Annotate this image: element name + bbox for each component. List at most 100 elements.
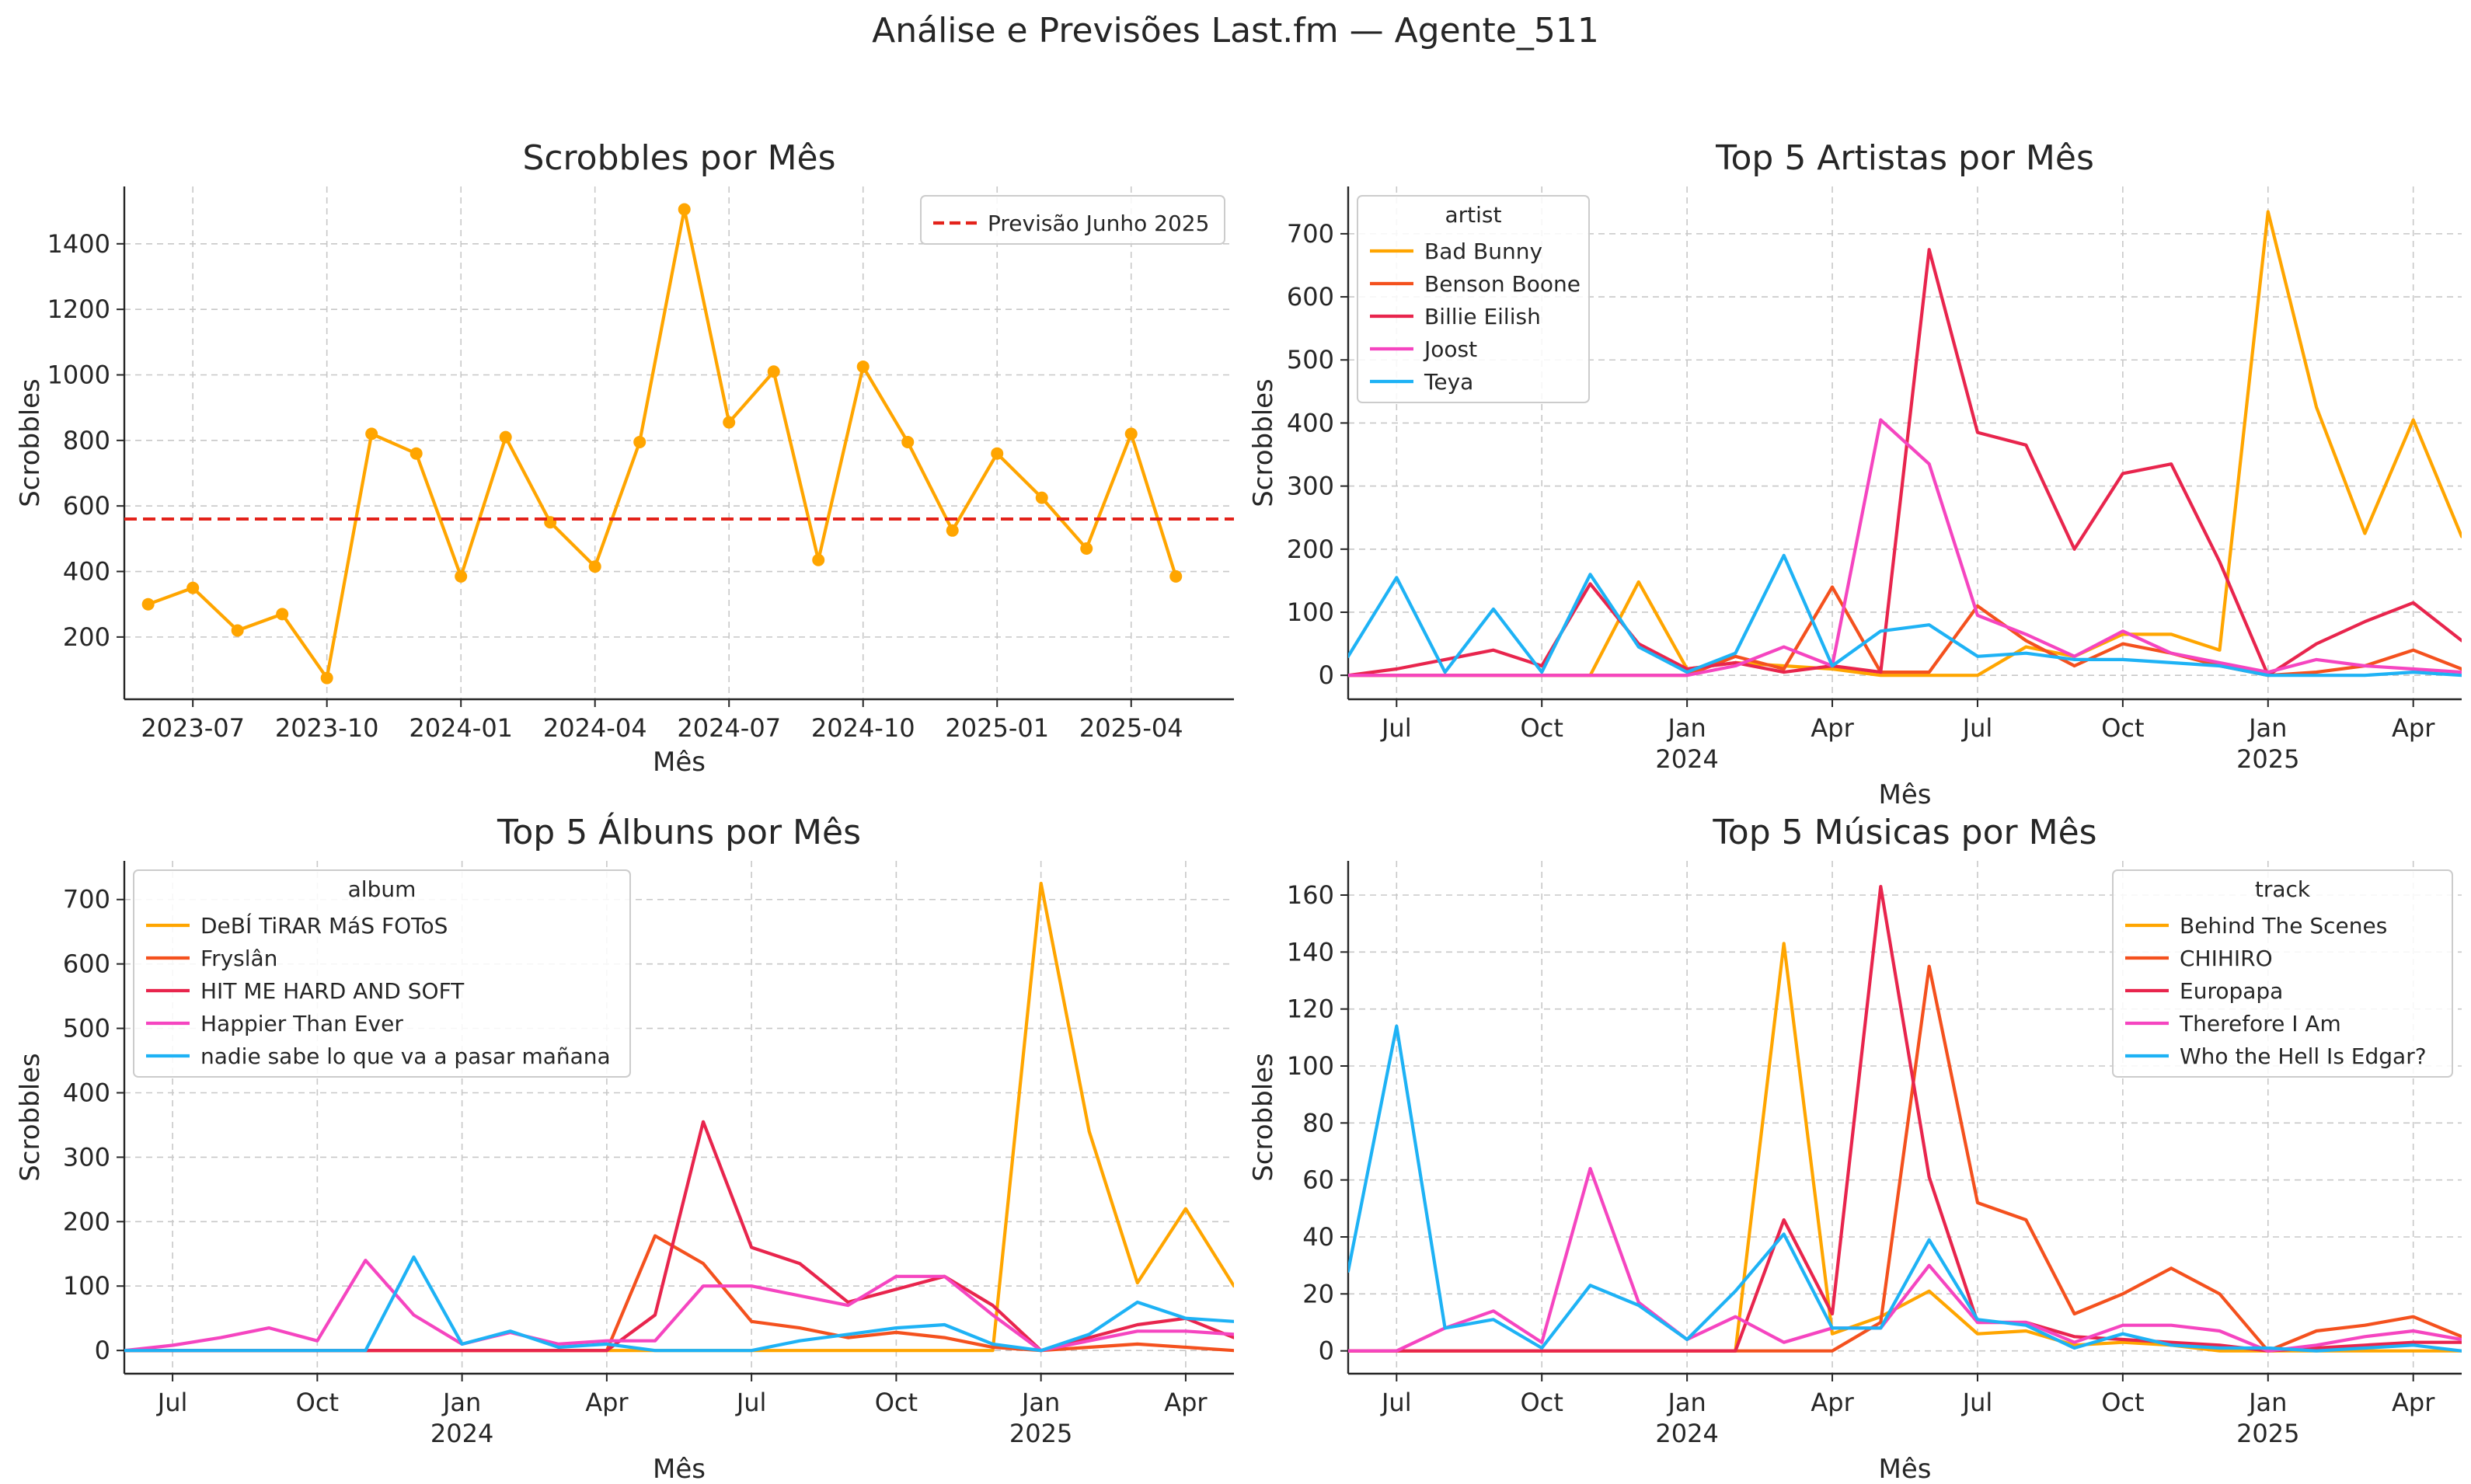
y-tick-label: 500: [63, 1014, 110, 1043]
legend: Previsão Junho 2025: [920, 195, 1225, 245]
y-tick-label: 160: [1287, 880, 1334, 910]
chart-title: Top 5 Álbuns por Mês: [497, 811, 861, 852]
y-tick-label: 80: [1302, 1108, 1334, 1137]
legend-frame: [133, 869, 631, 1078]
legend-entry-bad-bunny: Bad Bunny: [1424, 239, 1542, 264]
x-tick-label: Jul: [1380, 1388, 1412, 1417]
x-tick-label: Jan: [1666, 713, 1706, 743]
legend: artist Bad Bunny Benson Boone Billie Eilish…: [1357, 195, 1590, 403]
legend-entry-billie-eilish: Billie Eilish: [1424, 304, 1541, 329]
data-point: [767, 365, 780, 378]
legend-entry-debi-tirar-mas-fotos: DeBÍ TiRAR MáS FOToS: [200, 912, 448, 939]
series-line-joost: [1348, 418, 2462, 678]
x-tick-year-label: 2024: [430, 1419, 493, 1448]
data-point: [320, 671, 333, 685]
legend-entry-behind-the-scenes: Behind The Scenes: [2180, 913, 2387, 939]
x-axis-label: Mês: [653, 1454, 706, 1484]
legend-frame: [920, 195, 1225, 245]
top-albums-chart: Top 5 Álbuns por Mês 0 100 200 300 400 500 600 7…: [15, 811, 1234, 1484]
y-tick-label: 1200: [47, 294, 110, 324]
y-tick-label: 400: [63, 1078, 110, 1107]
y-axis-label: Scrobbles: [15, 378, 46, 507]
legend-frame: [1357, 195, 1590, 403]
data-point: [946, 524, 959, 537]
data-point: [588, 560, 601, 573]
scrobbles-per-month-chart: Scrobbles por Mês 200 400 600 800 1000 1200 140…: [15, 138, 1234, 778]
data-point: [723, 416, 736, 429]
x-axis-label: Mês: [1879, 779, 1932, 810]
y-tick-label: 600: [63, 491, 110, 521]
x-tick-label: Jan: [1020, 1388, 1060, 1417]
x-tick-label: 2025-01: [945, 713, 1049, 743]
data-point: [231, 624, 244, 637]
y-axis-label: Scrobbles: [15, 1053, 46, 1182]
data-point: [901, 435, 915, 448]
series-line-therefore-i-am: [1348, 1166, 2462, 1353]
data-point: [276, 608, 289, 621]
x-tick-label: Apr: [2392, 713, 2435, 743]
y-tick-label: 700: [1287, 219, 1334, 249]
legend-entry-fryslan: Fryslân: [200, 946, 277, 971]
legend-entry-hit-me-hard-and-soft: HIT ME HARD AND SOFT: [200, 978, 465, 1004]
y-tick-label: 0: [1319, 660, 1334, 690]
y-tick-label: 120: [1287, 995, 1334, 1024]
legend-title: album: [348, 876, 416, 902]
chart-title: Top 5 Artistas por Mês: [1715, 138, 2094, 178]
legend-title: artist: [1445, 202, 1502, 228]
x-tick-label: Jul: [1380, 713, 1412, 743]
y-tick-label: 600: [1287, 282, 1334, 312]
legend: album DeBÍ TiRAR MáS FOToS Fryslân HIT ME H…: [133, 869, 631, 1078]
x-tick-year-label: 2025: [1009, 1419, 1072, 1448]
y-tick-label: 200: [63, 622, 110, 652]
top-artists-chart: Top 5 Artistas por Mês 0 100 200 300 400 500 60…: [1248, 138, 2462, 810]
legend-entry-therefore-i-am: Therefore I Am: [2179, 1011, 2341, 1036]
series-line-teya: [1348, 553, 2462, 678]
legend-title: track: [2255, 876, 2311, 902]
y-tick-label: 800: [63, 426, 110, 455]
y-tick-label: 500: [1287, 345, 1334, 374]
x-tick-label: 2024-01: [409, 713, 513, 743]
data-point: [1124, 427, 1138, 441]
x-tick-year-label: 2024: [1655, 744, 1718, 774]
x-tick-label: Jul: [735, 1388, 767, 1417]
x-tick-label: Oct: [296, 1388, 339, 1417]
data-point: [991, 447, 1004, 460]
x-axis-label: Mês: [1879, 1454, 1932, 1484]
series-line-hit-me-hard-and-soft: [124, 1120, 1234, 1353]
x-tick-label: Apr: [2392, 1388, 2435, 1417]
series-line-scrobbles: [146, 207, 1178, 680]
legend-entry-joost: Joost: [1423, 336, 1477, 362]
x-tick-year-label: 2024: [1655, 1419, 1718, 1448]
legend-frame: [2112, 869, 2453, 1078]
y-tick-label: 200: [63, 1207, 110, 1236]
data-point: [633, 435, 647, 448]
y-tick-label: 200: [1287, 535, 1334, 564]
data-point: [856, 360, 870, 373]
data-point: [455, 570, 468, 583]
x-tick-label: Apr: [585, 1388, 629, 1417]
x-tick-label: Jul: [1961, 1388, 1993, 1417]
data-point: [1035, 491, 1048, 504]
data-point: [678, 203, 691, 216]
series-line-benson-boone: [1348, 585, 2462, 678]
x-tick-label: Jan: [1666, 1388, 1706, 1417]
plot-area: [124, 881, 1234, 1353]
gridlines: [124, 186, 1234, 699]
y-tick-label: 60: [1302, 1165, 1334, 1195]
x-tick-label: Jan: [2247, 1388, 2287, 1417]
y-axis-label: Scrobbles: [1248, 1053, 1279, 1182]
x-tick-label: Jul: [156, 1388, 188, 1417]
data-point: [1080, 542, 1093, 556]
x-tick-label: Jul: [1961, 713, 1993, 743]
data-point: [186, 581, 200, 594]
legend-entry-nadie-sabe-lo-que-va-a-pasar-manana: nadie sabe lo que va a pasar mañana: [200, 1043, 611, 1069]
top-tracks-chart: Top 5 Músicas por Mês 0 20 40 60 80 100 120 140 1…: [1248, 813, 2462, 1484]
y-tick-label: 100: [63, 1271, 110, 1301]
legend-entry-previsao-junho-2025: Previsão Junho 2025: [988, 211, 1209, 236]
x-tick-year-label: 2025: [2236, 1419, 2299, 1448]
legend-entry-europapa: Europapa: [2180, 978, 2283, 1004]
y-tick-label: 300: [1287, 472, 1334, 501]
plot-area: [1348, 210, 2462, 678]
